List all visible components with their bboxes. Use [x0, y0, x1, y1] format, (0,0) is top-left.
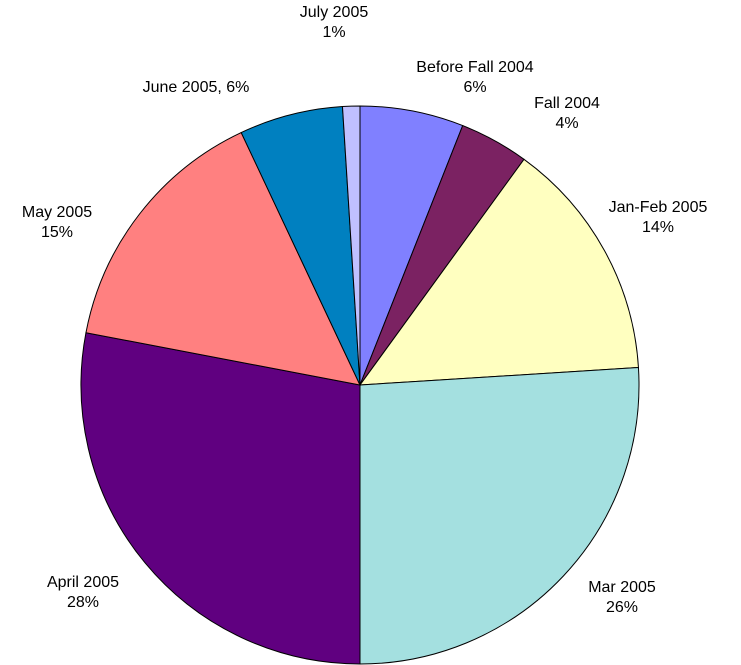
slice-value: 26%	[606, 599, 638, 616]
slice-value: 1%	[322, 24, 345, 41]
slice-name: Before Fall 2004	[416, 59, 534, 76]
slice-name: May 2005	[22, 204, 92, 221]
slice-value: 6%	[463, 79, 486, 96]
pie-slice	[359, 366, 640, 665]
pie-slice	[341, 105, 361, 386]
slice-name: June 2005	[143, 79, 218, 96]
slice-name: Mar 2005	[588, 579, 656, 596]
slice-name: Fall 2004	[534, 95, 600, 112]
slice-value: , 6%	[217, 79, 249, 96]
slice-value: 4%	[555, 115, 578, 132]
slice-name: April 2005	[47, 574, 119, 591]
pie-slice	[358, 158, 639, 386]
slice-name: July 2005	[300, 4, 369, 21]
slice-value: 15%	[41, 224, 73, 241]
slice-name: Jan-Feb 2005	[609, 199, 708, 216]
slice-value: 14%	[642, 219, 674, 236]
slice-label: June 2005, 6%	[143, 79, 250, 96]
slice-value: 28%	[67, 594, 99, 611]
pie-slice	[80, 332, 361, 665]
pie-slice	[85, 131, 361, 386]
